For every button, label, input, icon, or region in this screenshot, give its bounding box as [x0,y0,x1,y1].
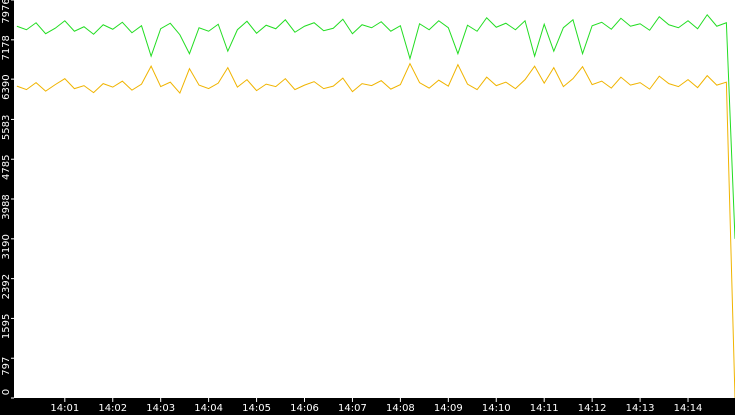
x-tick-label: 14:07 [338,403,367,414]
series-line [16,62,735,399]
x-tick-label: 14:09 [434,403,463,414]
x-tick-label: 14:01 [50,403,79,414]
x-tick-label: 14:06 [290,403,319,414]
y-tick-label: 3190 [1,234,12,259]
x-tick-label: 14:02 [98,403,127,414]
x-tick-label: 14:10 [482,403,511,414]
y-tick-label: 4785 [1,155,12,180]
y-tick-label: 6390 [1,74,12,99]
x-tick-label: 14:11 [530,403,559,414]
y-tick-label: 0 [1,389,12,395]
y-tick-label: 5583 [1,115,12,140]
x-tick-label: 14:08 [386,403,415,414]
y-tick-label: 7178 [1,35,12,60]
y-axis-strip [0,0,14,415]
y-tick-label: 3988 [1,194,12,219]
x-tick-label: 14:13 [626,403,655,414]
series-line [16,13,735,239]
x-tick-label: 14:03 [146,403,175,414]
y-tick-label: 7976 [1,0,12,24]
x-tick-label: 14:12 [578,403,607,414]
x-tick-label: 14:04 [194,403,223,414]
x-tick-label: 14:14 [674,403,703,414]
y-tick-label: 2392 [1,274,12,299]
x-axis-strip [0,398,735,415]
y-tick-label: 1595 [1,314,12,339]
y-tick-label: 797 [1,357,12,376]
x-tick-label: 14:05 [242,403,271,414]
